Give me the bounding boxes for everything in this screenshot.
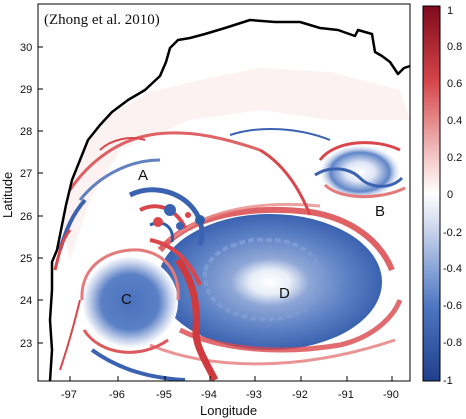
colorbar-tick-label: 0.4 (447, 115, 462, 127)
eddy-label-d: D (279, 285, 290, 302)
y-tick-label: 24 (20, 295, 32, 307)
y-tick-label: 26 (20, 211, 32, 223)
vorticity-field (38, 4, 410, 381)
y-tick-label: 29 (20, 84, 32, 96)
figure-credit: (Zhong et al. 2010) (44, 12, 160, 28)
colorbar-tick-label: -0.2 (443, 227, 462, 239)
x-axis: -97 -96 -95 -94 -93 -92 -91 -90 (61, 376, 399, 401)
colorbar: 1 0.8 0.6 0.4 0.2 0 -0.2 -0.4 -0.6 -0.8 … (422, 5, 462, 387)
eddy-label-c: C (121, 291, 132, 308)
y-tick-label: 27 (20, 168, 32, 180)
y-tick-label: 25 (20, 253, 32, 265)
eddy-label-a: A (138, 167, 148, 184)
colorbar-tick-label: -0.4 (443, 263, 462, 275)
x-tick-label: -95 (156, 389, 172, 401)
colorbar-tick-label: 1 (447, 5, 453, 17)
x-tick-label: -90 (383, 389, 399, 401)
y-tick-label: 30 (20, 42, 32, 54)
plot-frame (37, 3, 411, 382)
colorbar-tick-label: -0.6 (443, 300, 462, 312)
x-tick-label: -96 (109, 389, 125, 401)
x-tick-label: -92 (292, 389, 308, 401)
x-tick-label: -93 (246, 389, 262, 401)
x-tick-label: -97 (61, 389, 77, 401)
y-axis: 30 29 28 27 26 25 24 23 (20, 42, 43, 350)
y-axis-label: Latitude (0, 172, 15, 218)
colorbar-tick-label: 0.2 (447, 152, 462, 164)
colorbar-tick-label: 0 (447, 189, 453, 201)
x-axis-label: Longitude (200, 403, 257, 418)
y-tick-label: 28 (20, 126, 32, 138)
colorbar-tick-label: 0.8 (447, 41, 462, 53)
eddy-label-b: B (375, 203, 385, 220)
colorbar-tick-label: -1 (443, 375, 453, 387)
y-tick-label: 23 (20, 338, 32, 350)
colorbar-scale (422, 5, 441, 382)
x-tick-label: -91 (338, 389, 354, 401)
colorbar-tick-label: -0.8 (443, 337, 462, 349)
colorbar-tick-label: 0.6 (447, 78, 462, 90)
x-tick-label: -94 (201, 389, 217, 401)
